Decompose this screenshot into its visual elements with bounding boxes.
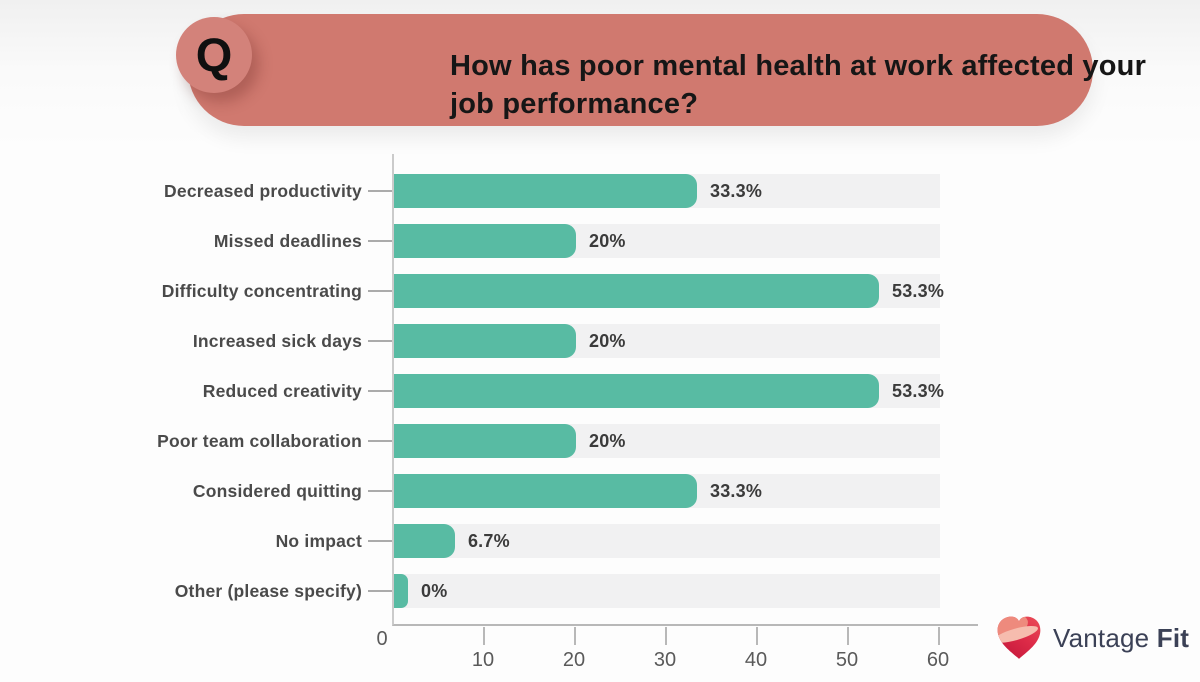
chart-row: Other (please specify) 0% bbox=[0, 574, 1200, 608]
bar-track: 33.3% bbox=[394, 174, 940, 208]
question-title-line1: How has poor mental health at work affec… bbox=[450, 50, 1147, 82]
category-label: Other (please specify) bbox=[174, 581, 362, 601]
value-label: 6.7% bbox=[467, 531, 510, 551]
x-axis-tick-label: 40 bbox=[744, 649, 768, 671]
bar-track: 0% bbox=[394, 574, 940, 608]
bar-track: 33.3% bbox=[394, 474, 940, 508]
y-axis-tick bbox=[368, 190, 392, 192]
question-title-line2: job performance? bbox=[450, 88, 699, 120]
brand-name-bold: Fit bbox=[1156, 622, 1190, 653]
category-label: Decreased productivity bbox=[164, 181, 362, 201]
bar-track: 20% bbox=[394, 424, 940, 458]
x-axis-zero-label: 0 bbox=[376, 628, 388, 650]
chart-row: Reduced creativity 53.3% bbox=[0, 374, 1200, 408]
value-label: 0% bbox=[421, 581, 448, 601]
bar bbox=[394, 324, 576, 358]
bar bbox=[394, 424, 576, 458]
value-label: 20% bbox=[589, 431, 626, 451]
value-label: 33.3% bbox=[710, 481, 763, 501]
heart-icon bbox=[997, 616, 1041, 659]
bar bbox=[394, 174, 698, 208]
category-label: Difficulty concentrating bbox=[161, 281, 362, 301]
bar-track: 6.7% bbox=[394, 524, 940, 558]
category-label: Poor team collaboration bbox=[157, 431, 362, 451]
chart-row: Increased sick days 20% bbox=[0, 324, 1200, 358]
y-axis-tick bbox=[368, 540, 392, 542]
y-axis-tick bbox=[368, 290, 392, 292]
bar-track: 20% bbox=[394, 324, 940, 358]
value-label: 20% bbox=[589, 231, 626, 251]
category-label: Reduced creativity bbox=[202, 381, 362, 401]
category-label: Considered quitting bbox=[192, 481, 362, 501]
brand-name-regular: Vantage bbox=[1053, 622, 1150, 653]
bar bbox=[394, 274, 880, 308]
bar-track: 53.3% bbox=[394, 274, 944, 308]
x-axis-tick-label: 60 bbox=[926, 649, 950, 671]
x-axis-tick bbox=[665, 627, 667, 645]
value-label: 20% bbox=[589, 331, 626, 351]
bar bbox=[394, 474, 698, 508]
category-label: Increased sick days bbox=[192, 331, 362, 351]
value-label: 33.3% bbox=[710, 181, 763, 201]
question-badge: Q bbox=[176, 17, 252, 93]
question-banner: How has poor mental health at work affec… bbox=[188, 14, 1146, 126]
bar-track: 53.3% bbox=[394, 374, 944, 408]
brand-logo: Vantage Fit bbox=[994, 612, 1189, 664]
x-axis-tick-label: 10 bbox=[471, 649, 495, 671]
question-title: How has poor mental health at work affec… bbox=[450, 47, 1200, 123]
q-letter: Q bbox=[195, 27, 233, 81]
chart-row: Considered quitting 33.3% bbox=[0, 474, 1200, 508]
chart-row: Decreased productivity 33.3% bbox=[0, 174, 1200, 208]
bar bbox=[394, 574, 408, 608]
bar bbox=[394, 224, 576, 258]
brand-name: Vantage Fit bbox=[1053, 623, 1189, 654]
x-axis-tick bbox=[574, 627, 576, 645]
y-axis-tick bbox=[368, 240, 392, 242]
x-axis-tick bbox=[938, 627, 940, 645]
value-label: 53.3% bbox=[892, 381, 945, 401]
y-axis-tick bbox=[368, 590, 392, 592]
y-axis-tick bbox=[368, 390, 392, 392]
y-axis-tick bbox=[368, 490, 392, 492]
x-axis-tick bbox=[483, 627, 485, 645]
chart-row: Missed deadlines 20% bbox=[0, 224, 1200, 258]
y-axis-tick bbox=[368, 440, 392, 442]
category-label: No impact bbox=[275, 531, 362, 551]
chart-row: Poor team collaboration 20% bbox=[0, 424, 1200, 458]
bar-track: 20% bbox=[394, 224, 940, 258]
plot-axes bbox=[392, 154, 978, 626]
x-axis-tick-label: 30 bbox=[653, 649, 677, 671]
x-axis-tick-label: 20 bbox=[562, 649, 586, 671]
chart-row: No impact 6.7% bbox=[0, 524, 1200, 558]
bar bbox=[394, 374, 880, 408]
value-label: 53.3% bbox=[892, 281, 945, 301]
chart-row: Difficulty concentrating 53.3% bbox=[0, 274, 1200, 308]
x-axis-tick bbox=[847, 627, 849, 645]
x-axis-tick-label: 50 bbox=[835, 649, 859, 671]
x-axis-tick bbox=[756, 627, 758, 645]
y-axis-tick bbox=[368, 340, 392, 342]
category-label: Missed deadlines bbox=[213, 231, 362, 251]
bar bbox=[394, 524, 455, 558]
